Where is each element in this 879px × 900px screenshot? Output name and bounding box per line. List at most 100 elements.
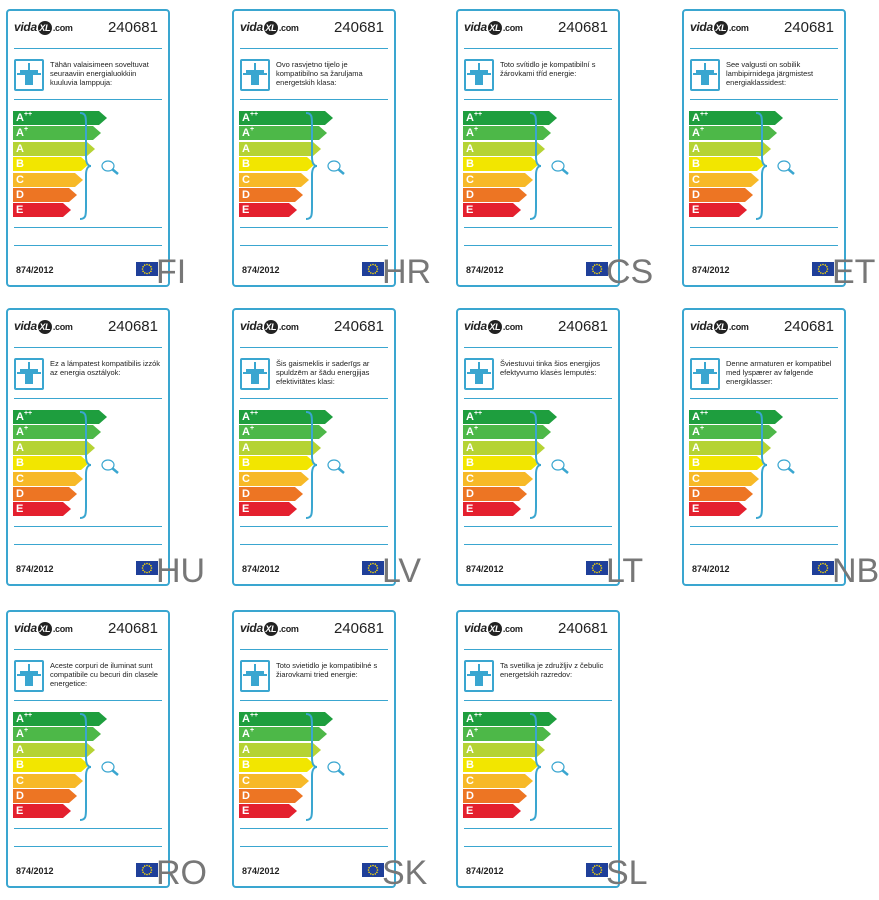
bulb-icon (326, 760, 348, 783)
energy-class-letter: A++ (466, 712, 483, 725)
energy-class-letter: A+ (466, 425, 479, 439)
energy-label-card: vida XL .com 240681 Šis gaismeklis ir saderī… (232, 308, 396, 586)
regulation-number: 874/2012 (692, 265, 730, 275)
separator-line (464, 649, 612, 650)
language-code: LV (382, 552, 422, 590)
energy-class-letter: A (16, 142, 24, 155)
article-number: 240681 (783, 19, 834, 36)
brand-logo-part: vida (240, 20, 263, 34)
eu-flag-icon (586, 863, 608, 877)
energy-class-letter: B (466, 158, 474, 171)
brand-logo-part: XL (37, 319, 52, 334)
separator-line (14, 526, 162, 527)
brand-logo: vida XL .com (690, 20, 749, 35)
energy-class-letter: A++ (242, 712, 259, 725)
ceiling-lamp-icon (14, 358, 44, 390)
energy-class-letter: D (16, 188, 24, 201)
bulb-icon (550, 458, 572, 481)
energy-class-scale: A++ A+ A B C D E (463, 712, 557, 820)
separator-line (464, 828, 612, 829)
separator-line (240, 846, 388, 847)
energy-class-bar: A+ (13, 425, 101, 440)
eu-flag-icon (362, 561, 384, 575)
energy-class-letter: A+ (466, 727, 479, 741)
separator-line (240, 700, 388, 701)
eu-flag-icon (812, 561, 834, 575)
language-code: HR (382, 253, 432, 291)
brand-logo-part: .com (52, 23, 73, 33)
class-range-brace (304, 111, 318, 226)
energy-class-bar: A++ (463, 410, 557, 424)
energy-class-bar: E (463, 203, 521, 218)
energy-class-letter: C (16, 774, 24, 787)
energy-class-bar: A (13, 742, 95, 757)
energy-class-scale: A++ A+ A B C D E (689, 111, 783, 219)
brand-logo: vida XL .com (240, 319, 299, 334)
class-range-brace (78, 410, 92, 525)
separator-line (464, 846, 612, 847)
separator-line (14, 99, 162, 100)
separator-line (464, 227, 612, 228)
energy-class-bar: A++ (689, 111, 783, 125)
ceiling-lamp-icon (14, 660, 44, 692)
class-range-brace (304, 712, 318, 827)
brand-logo-part: XL (713, 319, 728, 334)
separator-line (690, 526, 838, 527)
bulb-icon (326, 458, 348, 481)
energy-class-scale: A++ A+ A B C D E (13, 111, 107, 219)
brand-logo-part: vida (464, 621, 487, 635)
separator-line (464, 526, 612, 527)
eu-flag-icon (586, 561, 608, 575)
compatibility-text: Šis gaismeklis ir saderīgs ar spuldzēm a… (276, 359, 370, 386)
energy-class-letter: A+ (16, 425, 29, 439)
energy-class-letter: D (16, 789, 24, 802)
energy-class-scale: A++ A+ A B C D E (239, 712, 333, 820)
separator-line (240, 544, 388, 545)
article-number: 240681 (557, 318, 608, 335)
separator-line (240, 526, 388, 527)
compatibility-text: Denne armaturen er kompatibel med lyspær… (726, 359, 832, 386)
energy-label-card: vida XL .com 240681 Šviestuvui tinka šios en… (456, 308, 620, 586)
energy-class-scale: A++ A+ A B C D E (13, 410, 107, 518)
brand-logo: vida XL .com (464, 621, 523, 636)
compatibility-text: Tähän valaisimeen soveltuvat seuraaviin … (50, 60, 149, 87)
brand-logo: vida XL .com (14, 20, 73, 35)
eu-flag-icon (136, 561, 158, 575)
energy-class-letter: A++ (466, 111, 483, 124)
brand-logo-part: vida (690, 319, 713, 333)
energy-label-card: vida XL .com 240681 Tähän valaisimeen sovelt… (6, 9, 170, 287)
separator-line (464, 398, 612, 399)
energy-class-bar: A (463, 742, 545, 757)
energy-class-letter: A (466, 441, 474, 454)
separator-line (240, 398, 388, 399)
energy-label-card: vida XL .com 240681 Toto svietidlo je kompat… (232, 610, 396, 888)
energy-class-bar: D (13, 187, 77, 202)
language-code: SL (606, 854, 648, 892)
energy-class-letter: D (16, 487, 24, 500)
regulation-number: 874/2012 (242, 265, 280, 275)
language-code: ET (832, 253, 876, 291)
energy-class-bar: D (13, 486, 77, 501)
energy-class-bar: E (239, 203, 297, 218)
separator-line (14, 828, 162, 829)
energy-class-bar: B (239, 157, 315, 172)
energy-class-bar: E (13, 203, 71, 218)
energy-class-bar: A+ (13, 727, 101, 742)
eu-flag-icon (136, 262, 158, 276)
energy-class-scale: A++ A+ A B C D E (239, 111, 333, 219)
brand-logo-part: XL (37, 621, 52, 636)
eu-flag-icon (586, 262, 608, 276)
regulation-number: 874/2012 (242, 866, 280, 876)
ceiling-lamp-icon (240, 59, 270, 91)
separator-line (464, 347, 612, 348)
language-code: FI (156, 253, 187, 291)
energy-label-card: vida XL .com 240681 Ovo rasvjetno tijelo je … (232, 9, 396, 287)
brand-logo-part: vida (14, 621, 37, 635)
brand-logo-part: XL (263, 20, 278, 35)
energy-class-bar: E (239, 804, 297, 819)
regulation-number: 874/2012 (16, 265, 54, 275)
energy-class-bar: A++ (13, 712, 107, 726)
energy-class-bar: B (463, 456, 539, 471)
compatibility-text: Toto svítidlo je kompatibilní s žárovkam… (500, 60, 596, 78)
energy-class-letter: A (242, 743, 250, 756)
